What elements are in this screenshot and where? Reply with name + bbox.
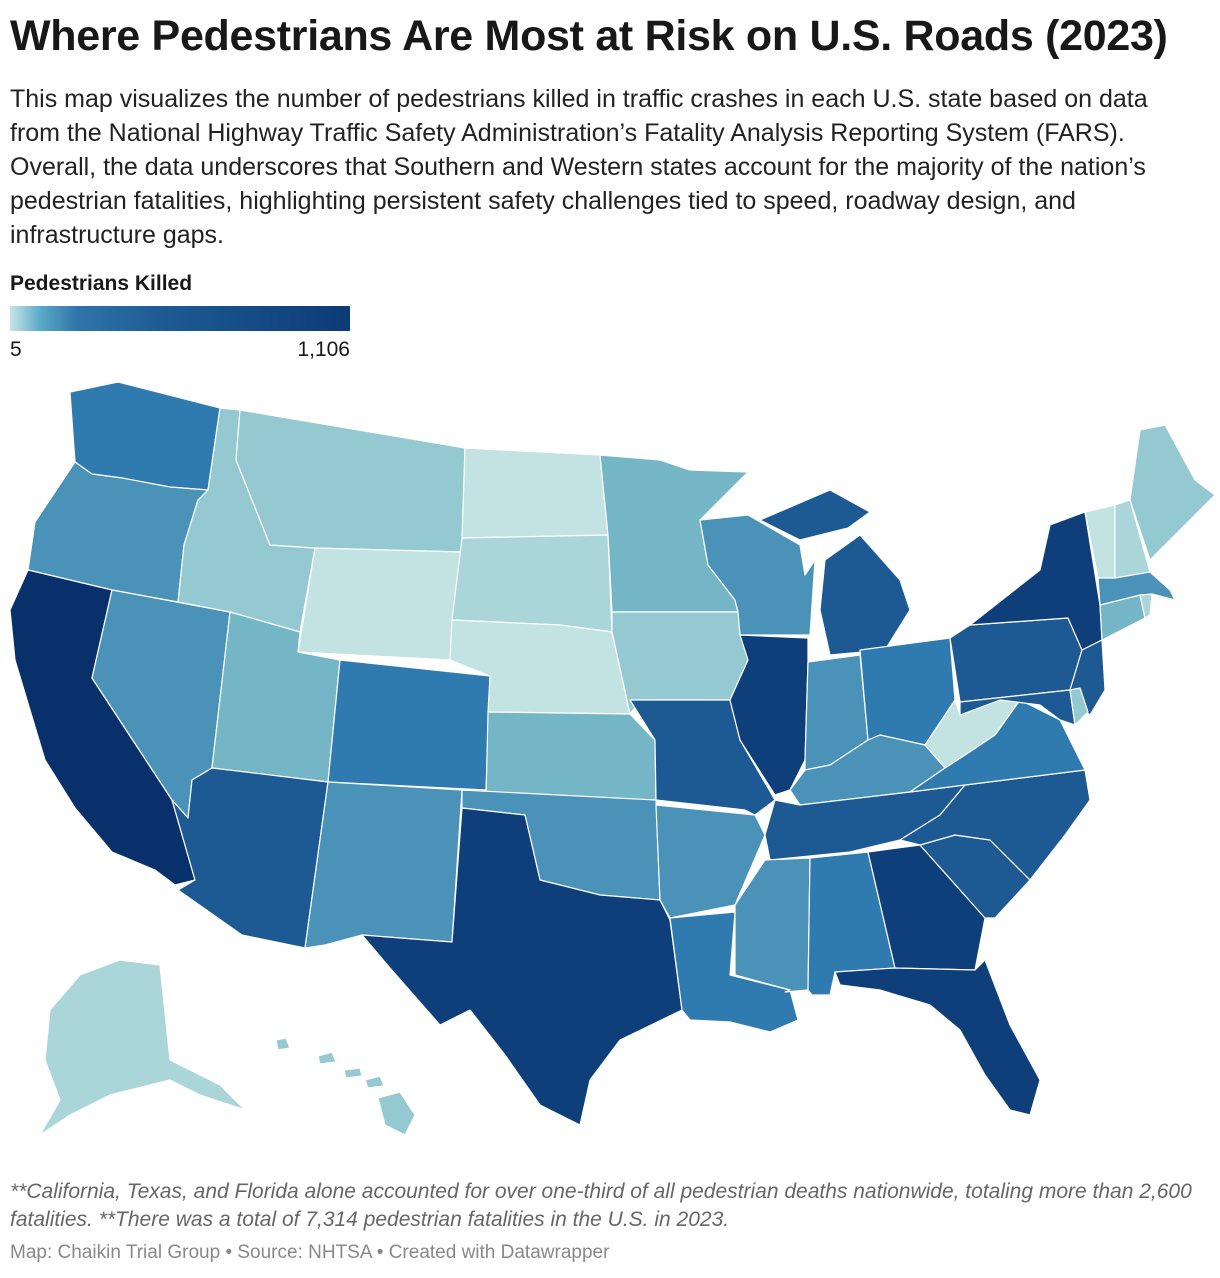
state-kansas[interactable] — [485, 711, 657, 801]
state-iowa[interactable] — [611, 611, 749, 715]
credits: Map: Chaikin Trial Group • Source: NHTSA… — [10, 1242, 609, 1264]
state-wisconsin[interactable] — [699, 514, 816, 636]
state-pennsylvania[interactable] — [949, 617, 1083, 703]
state-texas[interactable] — [361, 807, 683, 1126]
state-illinois[interactable] — [729, 634, 809, 796]
state-montana[interactable] — [235, 409, 466, 553]
state-georgia[interactable] — [867, 844, 986, 971]
state-south-dakota[interactable] — [451, 534, 613, 633]
state-florida[interactable] — [834, 959, 1041, 1116]
us-choropleth-map — [9, 381, 1216, 1136]
state-hawaii[interactable] — [275, 1037, 416, 1136]
state-alaska[interactable] — [39, 959, 246, 1136]
legend-max-label: 1,106 — [297, 338, 350, 361]
state-north-dakota[interactable] — [461, 447, 609, 539]
state-maine[interactable] — [1129, 424, 1216, 561]
legend-color-scale — [10, 306, 350, 331]
state-delaware[interactable] — [1069, 687, 1089, 726]
page-title: Where Pedestrians Are Most at Risk on U.… — [10, 12, 1168, 60]
credit-separator: • — [225, 1242, 233, 1263]
state-wyoming[interactable] — [297, 547, 463, 661]
state-arizona[interactable] — [171, 767, 329, 949]
state-north-carolina[interactable] — [899, 769, 1091, 881]
map-description: This map visualizes the number of pedest… — [10, 85, 1148, 249]
state-colorado[interactable] — [327, 659, 491, 791]
state-michigan[interactable] — [759, 489, 911, 656]
state-new-hampshire[interactable] — [1114, 499, 1151, 579]
legend-title: Pedestrians Killed — [10, 272, 193, 295]
state-massachusetts[interactable] — [1097, 571, 1176, 606]
footnote: **California, Texas, and Florida alone a… — [10, 1180, 1192, 1231]
datawrapper-credit: Created with Datawrapper — [388, 1242, 610, 1263]
credit-separator: • — [376, 1242, 384, 1263]
state-new-mexico[interactable] — [304, 781, 463, 949]
source-credit: Source: NHTSA — [237, 1242, 372, 1263]
map-credit: Map: Chaikin Trial Group — [10, 1242, 221, 1263]
state-louisiana[interactable] — [669, 911, 799, 1033]
legend-min-label: 5 — [10, 338, 22, 361]
